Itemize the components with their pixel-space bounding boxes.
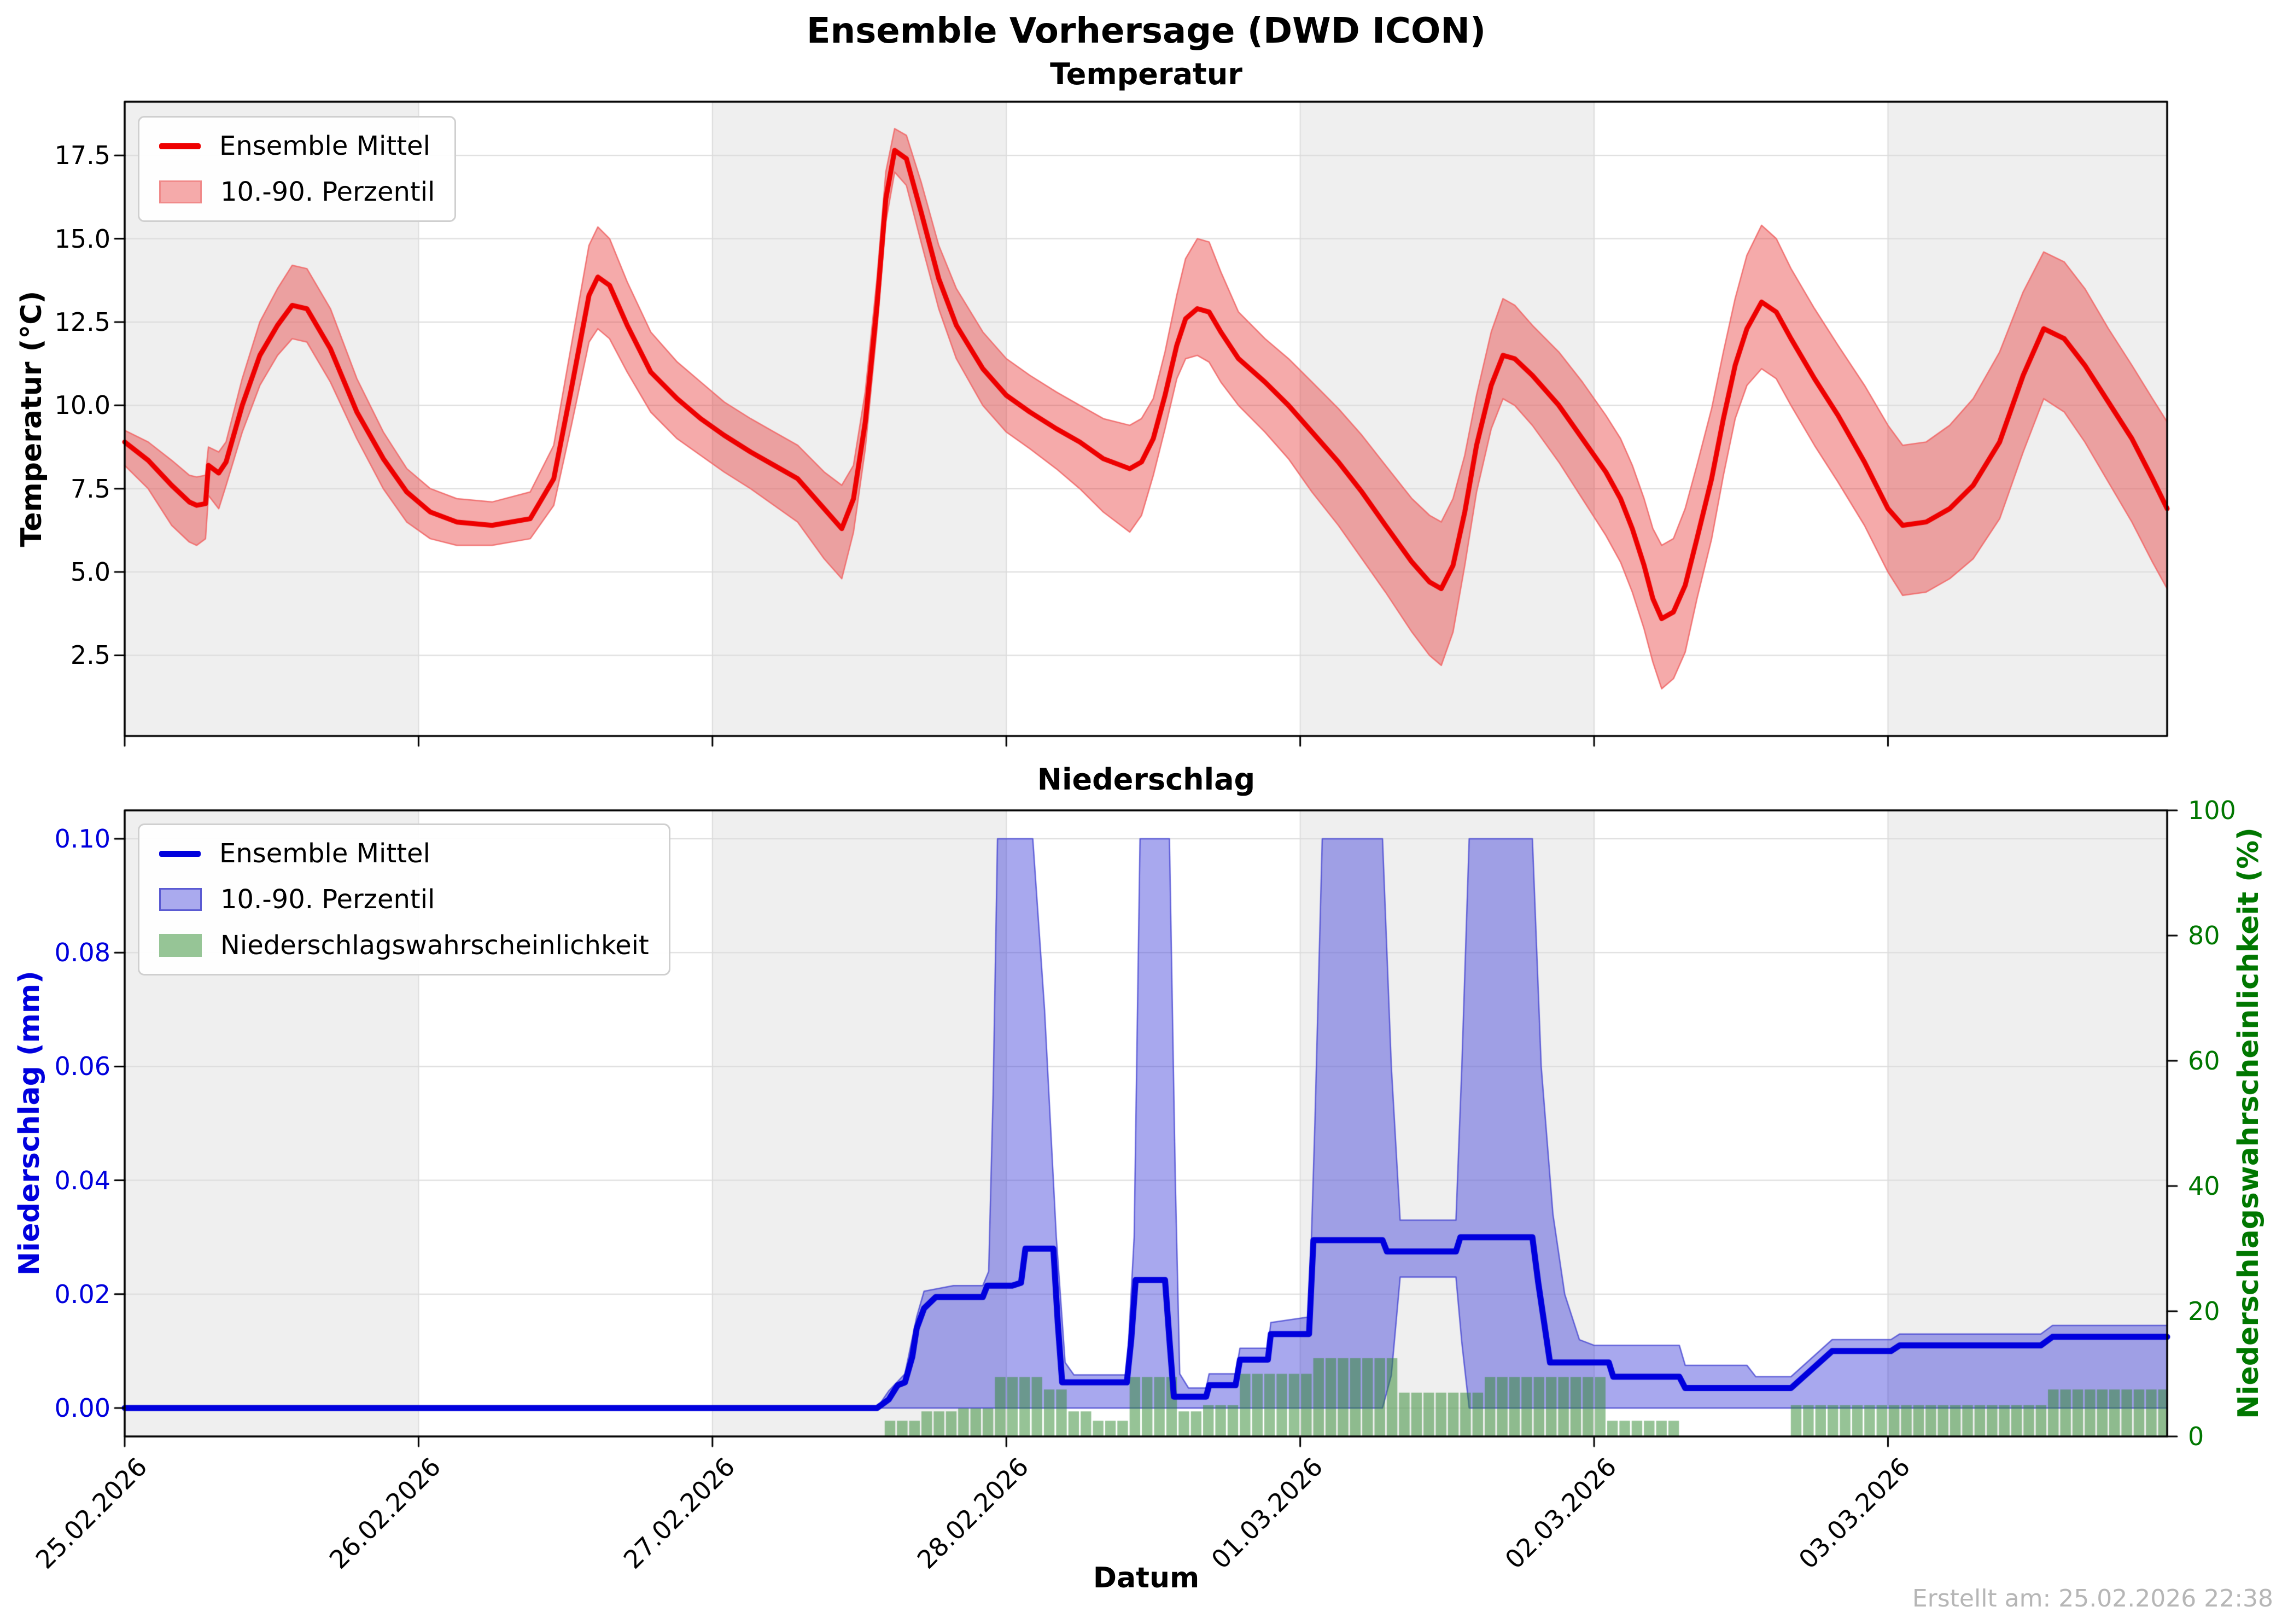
temp-legend-label-percentile: 10.-90. Perzentil <box>220 177 435 207</box>
precip-ytick-left-label: 0.06 <box>54 1051 110 1082</box>
precip-ytick-right-label: 0 <box>2188 1422 2204 1451</box>
temp-ytick-label: 12.5 <box>54 307 110 337</box>
created-at-footer: Erstellt am: 25.02.2026 22:38 <box>1912 1585 2273 1613</box>
temp-ytick-label: 17.5 <box>54 141 110 171</box>
temp-legend-item-percentile: 10.-90. Perzentil <box>159 177 435 207</box>
temp-ytick-label: 2.5 <box>70 640 110 670</box>
precip-ytick-right-label: 60 <box>2188 1046 2220 1076</box>
precip-ytick-left-label: 0.10 <box>54 824 110 854</box>
temp-ytick-label: 10.0 <box>54 390 110 420</box>
temp-percentile-swatch <box>159 180 202 203</box>
precip-ytick-right-label: 100 <box>2188 796 2236 825</box>
temp-subtitle: Temperatur <box>1050 57 1242 91</box>
temp-ytick-label: 15.0 <box>54 224 110 254</box>
temp-legend-item-mean: Ensemble Mittel <box>159 131 435 161</box>
precip-ylabel-left: Niederschlag (mm) <box>13 971 46 1276</box>
precip-ylabel-right: Niederschlagswahrscheinlichkeit (%) <box>2232 827 2265 1419</box>
precip-mean-line-swatch <box>159 850 201 857</box>
precip-ytick-right-label: 80 <box>2188 921 2220 950</box>
precip-percentile-swatch <box>159 888 202 911</box>
precip-ytick-right-label: 20 <box>2188 1296 2220 1326</box>
temp-legend-label-mean: Ensemble Mittel <box>219 131 430 161</box>
precip-subtitle: Niederschlag <box>1037 762 1256 797</box>
precip-ytick-left-label: 0.04 <box>54 1165 110 1195</box>
precip-ytick-left-label: 0.00 <box>54 1393 110 1423</box>
temp-legend: Ensemble Mittel 10.-90. Perzentil <box>138 116 457 222</box>
temp-ylabel: Temperatur (°C) <box>15 290 48 547</box>
x-axis-label: Datum <box>1093 1562 1200 1594</box>
precip-legend-label-mean: Ensemble Mittel <box>219 838 430 869</box>
precip-ytick-right-label: 40 <box>2188 1171 2220 1201</box>
temp-ytick-label: 5.0 <box>70 557 110 587</box>
precip-legend-item-mean: Ensemble Mittel <box>159 838 649 869</box>
precip-legend-item-probability: Niederschlagswahrscheinlichkeit <box>159 930 649 961</box>
precip-ytick-left-label: 0.08 <box>54 938 110 968</box>
temp-mean-line-swatch <box>159 143 201 149</box>
precip-legend: Ensemble Mittel 10.-90. Perzentil Nieder… <box>138 823 670 975</box>
precip-legend-label-percentile: 10.-90. Perzentil <box>220 884 435 915</box>
temp-ytick-label: 7.5 <box>70 474 110 504</box>
precip-legend-item-percentile: 10.-90. Perzentil <box>159 884 649 915</box>
page-title: Ensemble Vorhersage (DWD ICON) <box>806 11 1486 51</box>
precip-ytick-left-label: 0.02 <box>54 1279 110 1309</box>
precip-probability-swatch <box>159 934 202 957</box>
precip-legend-label-probability: Niederschlagswahrscheinlichkeit <box>220 930 649 961</box>
